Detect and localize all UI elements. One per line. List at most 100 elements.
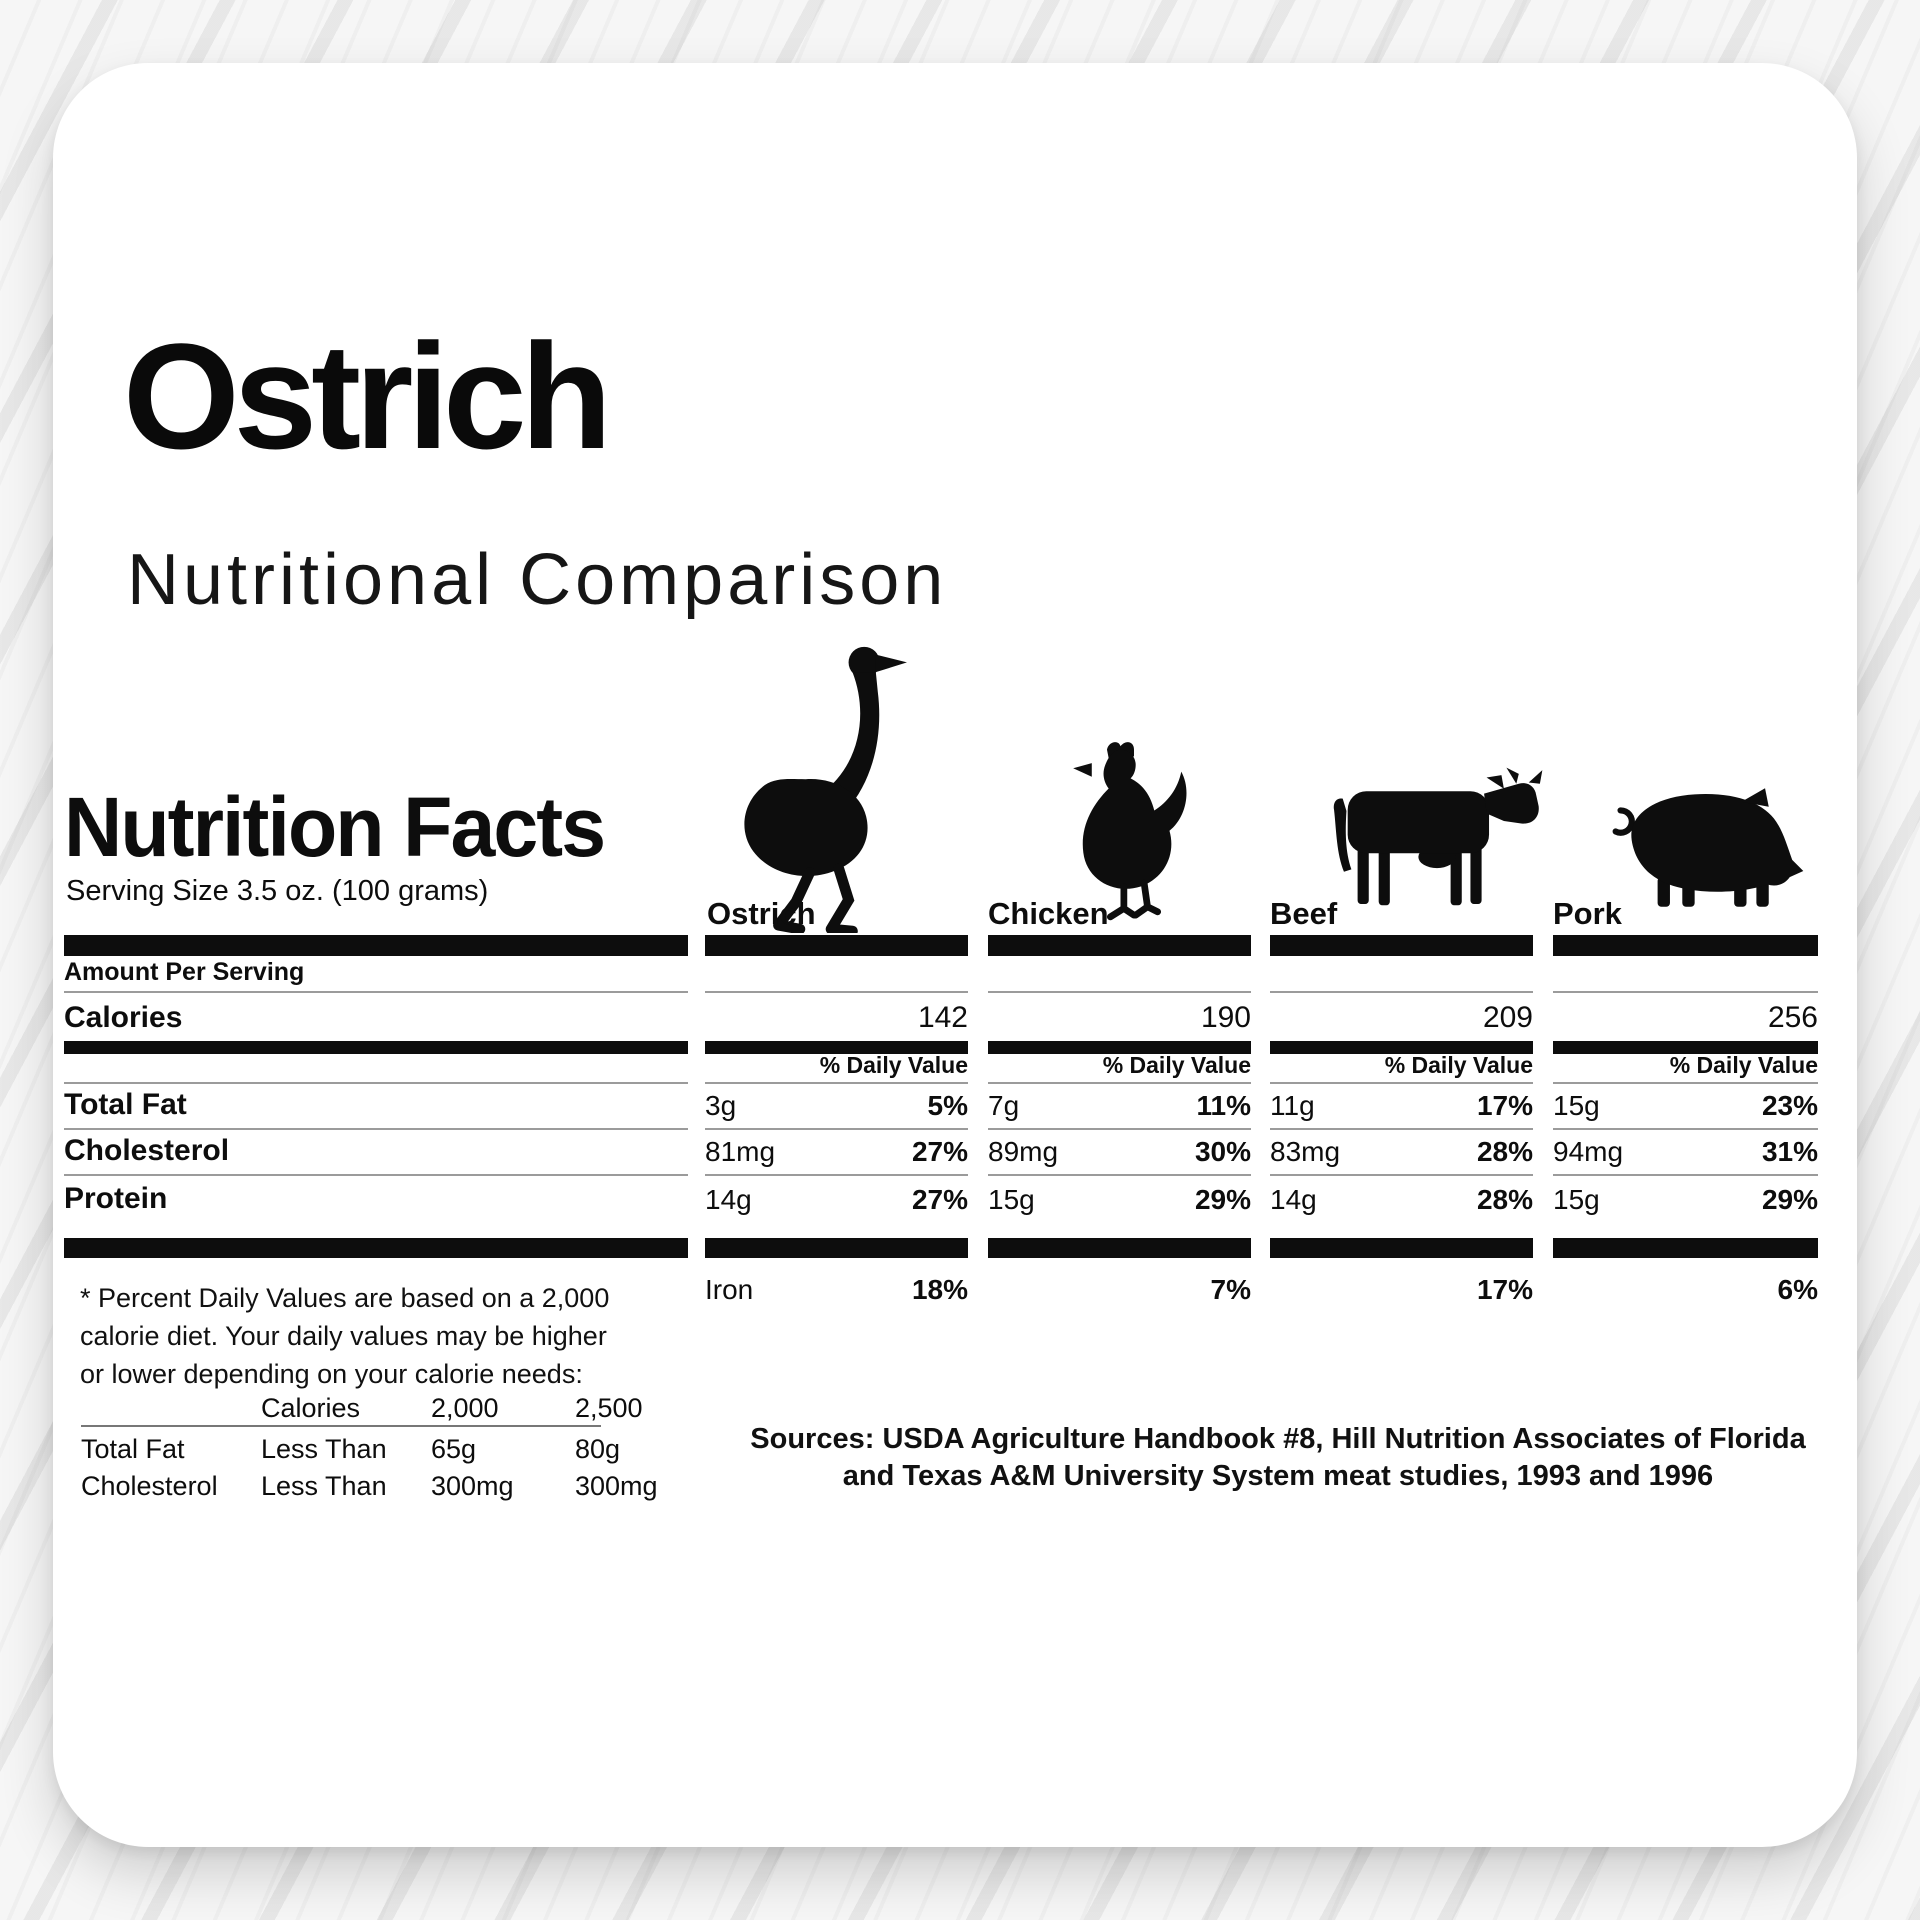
divider-bar [705,935,968,956]
cholesterol-amount: 94mg [1553,1136,1624,1167]
ref-total-fat-2500: 80g [575,1434,621,1464]
cholesterol-row: Cholesterol [64,1130,688,1176]
row-label-column: Amount Per Serving Calories Total Fat Ch… [64,935,688,1258]
calories-value: 190 [1200,1001,1251,1034]
amount-per-serving-row: Amount Per Serving [64,956,688,993]
cholesterol-label: Cholesterol [64,1134,230,1167]
page-subtitle: Nutritional Comparison [127,540,948,620]
pig-icon [1588,766,1826,908]
cholesterol-row: 94mg 31% [1553,1130,1818,1176]
protein-amount: 14g [705,1184,752,1215]
cholesterol-amount: 89mg [988,1136,1059,1167]
calories-row: 190 [988,993,1251,1041]
amount-per-serving-label: Amount Per Serving [64,958,305,986]
footnote-line: calorie diet. Your daily values may be h… [80,1321,607,1351]
calories-row: Calories [64,993,688,1041]
iron-percent: 6% [1777,1274,1818,1305]
amount-row-spacer [1553,956,1818,993]
spacer [1553,1222,1818,1238]
calories-label: Calories [64,1001,183,1034]
daily-value-header: % Daily Value [1669,1052,1818,1078]
page-title: Ostrich [123,312,612,480]
cholesterol-row: 83mg 28% [1270,1130,1533,1176]
daily-values-reference-table: Calories 2,000 2,500 Total Fat Less Than… [81,1391,761,1503]
ostrich-icon [733,641,933,933]
ref-total-fat-lessthan: Less Than [261,1434,387,1464]
divider-bar [988,1041,1251,1054]
ref-header-2000: 2,000 [431,1393,499,1423]
spacer [64,1222,688,1238]
daily-value-row [64,1054,688,1084]
cholesterol-percent: 30% [1194,1136,1251,1167]
total-fat-row: 3g 5% [705,1084,968,1130]
divider-bar [705,1238,968,1258]
footnote-line: * Percent Daily Values are based on a 2,… [80,1283,610,1313]
total-fat-row: 11g 17% [1270,1084,1533,1130]
protein-row: 14g 28% [1270,1176,1533,1222]
divider-bar [988,1238,1251,1258]
divider-bar [1553,935,1818,956]
column-chicken: 190 % Daily Value 7g 11% 89mg 30% 15g 29… [988,935,1251,1310]
daily-value-row: % Daily Value [988,1052,1251,1084]
calories-value: 209 [1482,1001,1533,1034]
column-beef: 209 % Daily Value 11g 17% 83mg 28% 14g 2… [1270,935,1533,1310]
daily-values-footnote: * Percent Daily Values are based on a 2,… [80,1279,720,1393]
daily-value-row: % Daily Value [1553,1052,1818,1084]
protein-percent: 28% [1476,1184,1533,1215]
column-ostrich: 142 % Daily Value 3g 5% 81mg 27% 14g 27%… [705,935,968,1310]
infographic-card: Ostrich Nutritional Comparison Nutrition… [53,63,1857,1847]
serving-size-text: Serving Size 3.5 oz. (100 grams) [66,875,489,907]
protein-row: Protein [64,1176,688,1222]
column-header-ostrich: Ostrich [707,896,816,931]
iron-row: 6% [1553,1270,1818,1310]
total-fat-percent: 11% [1196,1090,1252,1121]
cow-icon [1308,741,1556,909]
cholesterol-percent: 28% [1476,1136,1533,1167]
cholesterol-percent: 27% [911,1136,968,1167]
total-fat-amount: 11g [1270,1090,1315,1121]
divider-bar [1270,1238,1533,1258]
daily-value-header: % Daily Value [1102,1052,1251,1078]
protein-percent: 29% [1194,1184,1251,1215]
total-fat-percent: 5% [927,1090,968,1121]
total-fat-amount: 3g [705,1090,737,1121]
iron-row: 17% [1270,1270,1533,1310]
amount-row-spacer [705,956,968,993]
ref-header-blank [81,1391,261,1429]
divider-bar [1553,1041,1818,1054]
divider-bar [1553,1238,1818,1258]
divider-bar [1270,1041,1533,1054]
total-fat-amount: 7g [988,1090,1020,1121]
divider-bar [1270,935,1533,956]
total-fat-label: Total Fat [64,1088,187,1121]
ref-cholesterol-lessthan: Less Than [261,1471,387,1501]
divider-bar [64,935,688,956]
total-fat-percent: 23% [1761,1090,1818,1121]
spacer [988,1222,1251,1238]
daily-value-header: % Daily Value [819,1052,968,1078]
ref-header-calories: Calories [261,1393,361,1423]
column-header-pork: Pork [1553,896,1622,931]
amount-row-spacer [1270,956,1533,993]
protein-label: Protein [64,1182,168,1215]
iron-row: 7% [988,1270,1251,1310]
ref-total-fat-2000: 65g [431,1434,477,1464]
ref-total-fat-label: Total Fat [81,1434,185,1464]
cholesterol-amount: 81mg [705,1136,776,1167]
ref-header-2500: 2,500 [575,1393,643,1423]
total-fat-row: Total Fat [64,1084,688,1130]
column-header-beef: Beef [1270,896,1338,931]
protein-amount: 15g [988,1184,1035,1215]
spacer [705,1222,968,1238]
calories-value: 256 [1767,1001,1818,1034]
daily-value-header: % Daily Value [1384,1052,1533,1078]
ref-cholesterol-2000: 300mg [431,1471,514,1501]
protein-row: 15g 29% [1553,1176,1818,1222]
protein-amount: 15g [1553,1184,1600,1215]
protein-percent: 27% [911,1184,968,1215]
calories-row: 209 [1270,993,1533,1041]
sources-line-2: and Texas A&M University System meat stu… [842,1460,1714,1492]
cholesterol-amount: 83mg [1270,1136,1341,1167]
nutrition-facts-heading: Nutrition Facts [64,780,606,874]
calories-row: 256 [1553,993,1818,1041]
